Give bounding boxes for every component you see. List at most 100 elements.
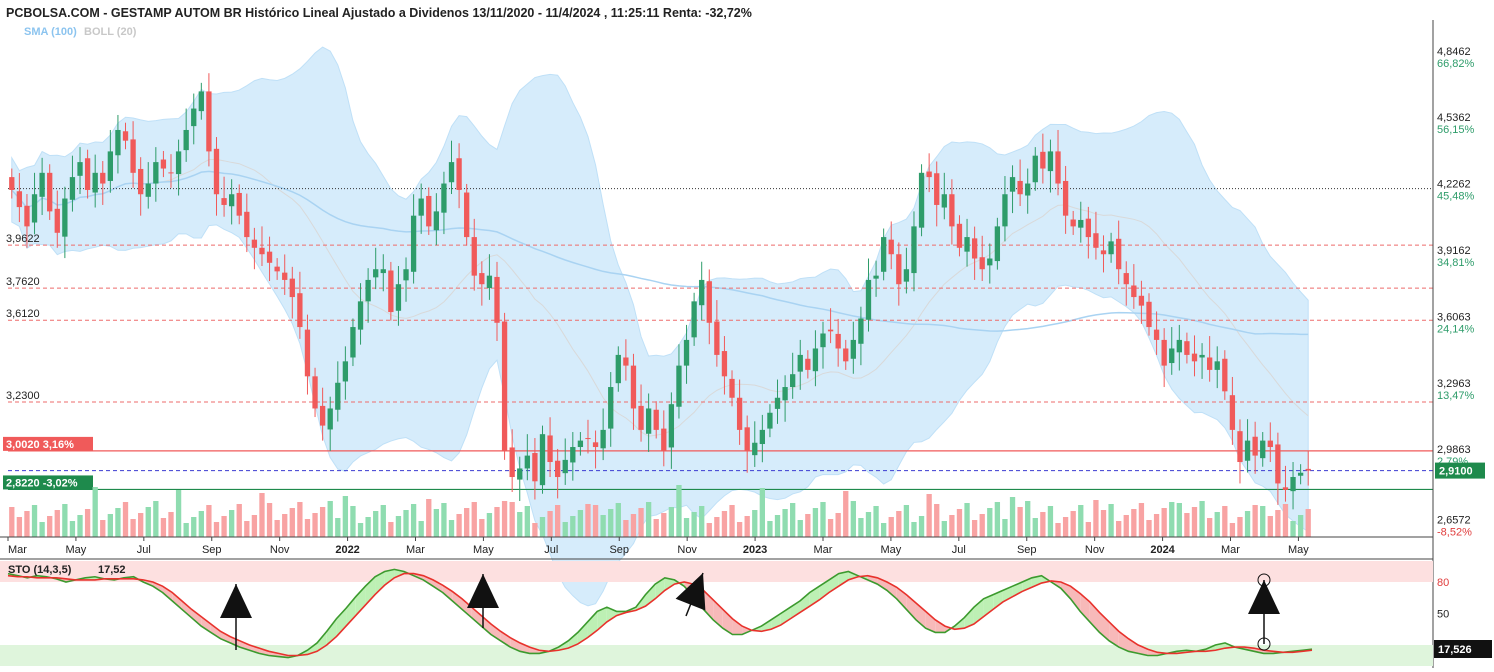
candle[interactable] [1093, 211, 1099, 260]
candle[interactable] [24, 194, 30, 248]
candle[interactable] [736, 379, 743, 445]
candle[interactable] [926, 153, 932, 193]
candle[interactable] [69, 155, 76, 212]
candle[interactable] [850, 321, 856, 374]
candle[interactable] [934, 161, 940, 227]
candle[interactable] [327, 396, 333, 451]
candle[interactable] [759, 414, 766, 463]
candle[interactable] [1009, 165, 1016, 214]
candle[interactable] [266, 236, 273, 282]
candle[interactable] [1229, 376, 1236, 445]
candle[interactable] [1290, 462, 1296, 510]
candle[interactable] [608, 372, 614, 447]
candle[interactable] [835, 318, 841, 367]
candle[interactable] [570, 432, 576, 481]
candle[interactable] [1237, 419, 1243, 484]
candle[interactable] [797, 339, 803, 390]
candle[interactable] [213, 137, 220, 216]
candle[interactable] [668, 392, 675, 469]
candle[interactable] [790, 352, 796, 399]
candle[interactable] [994, 217, 1001, 270]
candle[interactable] [54, 190, 60, 248]
candle[interactable] [1040, 133, 1046, 184]
candle[interactable] [1108, 232, 1114, 263]
candle[interactable] [198, 82, 204, 120]
candle[interactable] [115, 114, 121, 174]
candle[interactable] [388, 261, 394, 321]
candle[interactable] [1131, 264, 1137, 309]
candle[interactable] [714, 300, 720, 367]
candle[interactable] [62, 186, 68, 259]
candle[interactable] [1055, 129, 1061, 196]
candle[interactable] [418, 183, 424, 234]
candle[interactable] [1025, 168, 1031, 214]
candle[interactable] [706, 269, 712, 345]
candle[interactable] [623, 339, 629, 381]
candle[interactable] [373, 247, 379, 290]
candle[interactable] [221, 176, 227, 217]
candle[interactable] [880, 228, 887, 281]
candle[interactable] [532, 438, 538, 500]
candle[interactable] [1085, 206, 1092, 259]
candle[interactable] [16, 173, 23, 223]
candle[interactable] [107, 129, 114, 193]
candle[interactable] [479, 261, 485, 306]
candle[interactable] [282, 254, 288, 295]
candle[interactable] [175, 139, 182, 196]
candle[interactable] [585, 419, 591, 454]
candle[interactable] [843, 339, 849, 370]
candle[interactable] [1214, 346, 1220, 389]
candle[interactable] [9, 168, 15, 199]
candle[interactable] [509, 429, 515, 493]
candle[interactable] [562, 438, 568, 485]
candle[interactable] [858, 306, 864, 366]
candle[interactable] [403, 257, 409, 302]
candle[interactable] [911, 211, 917, 292]
candle[interactable] [153, 147, 159, 202]
candle[interactable] [630, 353, 637, 430]
candle[interactable] [517, 456, 523, 502]
candle[interactable] [1032, 147, 1038, 191]
candle[interactable] [236, 184, 242, 225]
candle[interactable] [1222, 350, 1228, 400]
candle[interactable] [1138, 280, 1145, 324]
candle[interactable] [441, 171, 447, 235]
candle[interactable] [615, 346, 621, 392]
candle[interactable] [1169, 327, 1175, 375]
candle[interactable] [471, 218, 477, 291]
candle[interactable] [365, 268, 371, 323]
candle[interactable] [1275, 432, 1281, 505]
candle[interactable] [767, 404, 773, 438]
candle[interactable] [410, 194, 417, 284]
candle[interactable] [554, 448, 561, 499]
candle[interactable] [1100, 235, 1107, 273]
candle[interactable] [729, 370, 735, 407]
candle[interactable] [782, 375, 788, 422]
candle[interactable] [274, 258, 280, 280]
candle[interactable] [774, 379, 781, 424]
candle[interactable] [357, 283, 364, 345]
candle[interactable] [259, 226, 265, 267]
candle[interactable] [183, 108, 189, 162]
candle[interactable] [251, 227, 258, 270]
candle[interactable] [426, 187, 432, 235]
candle[interactable] [661, 410, 667, 467]
candle[interactable] [547, 417, 553, 478]
candle[interactable] [964, 218, 970, 267]
indicator-boll-label[interactable]: BOLL (20) [84, 26, 137, 38]
candle[interactable] [1305, 450, 1311, 486]
candle[interactable] [289, 266, 295, 319]
candle[interactable] [524, 434, 530, 481]
candle[interactable] [812, 330, 819, 387]
candle[interactable] [1123, 261, 1129, 306]
candle[interactable] [31, 172, 38, 235]
candle[interactable] [600, 408, 606, 461]
candle[interactable] [577, 432, 584, 456]
candle[interactable] [138, 157, 144, 216]
candle[interactable] [956, 215, 963, 257]
candle[interactable] [92, 154, 98, 208]
candle[interactable] [1070, 210, 1076, 235]
candle[interactable] [312, 367, 318, 418]
candle[interactable] [1191, 335, 1198, 377]
candle[interactable] [1267, 422, 1273, 463]
